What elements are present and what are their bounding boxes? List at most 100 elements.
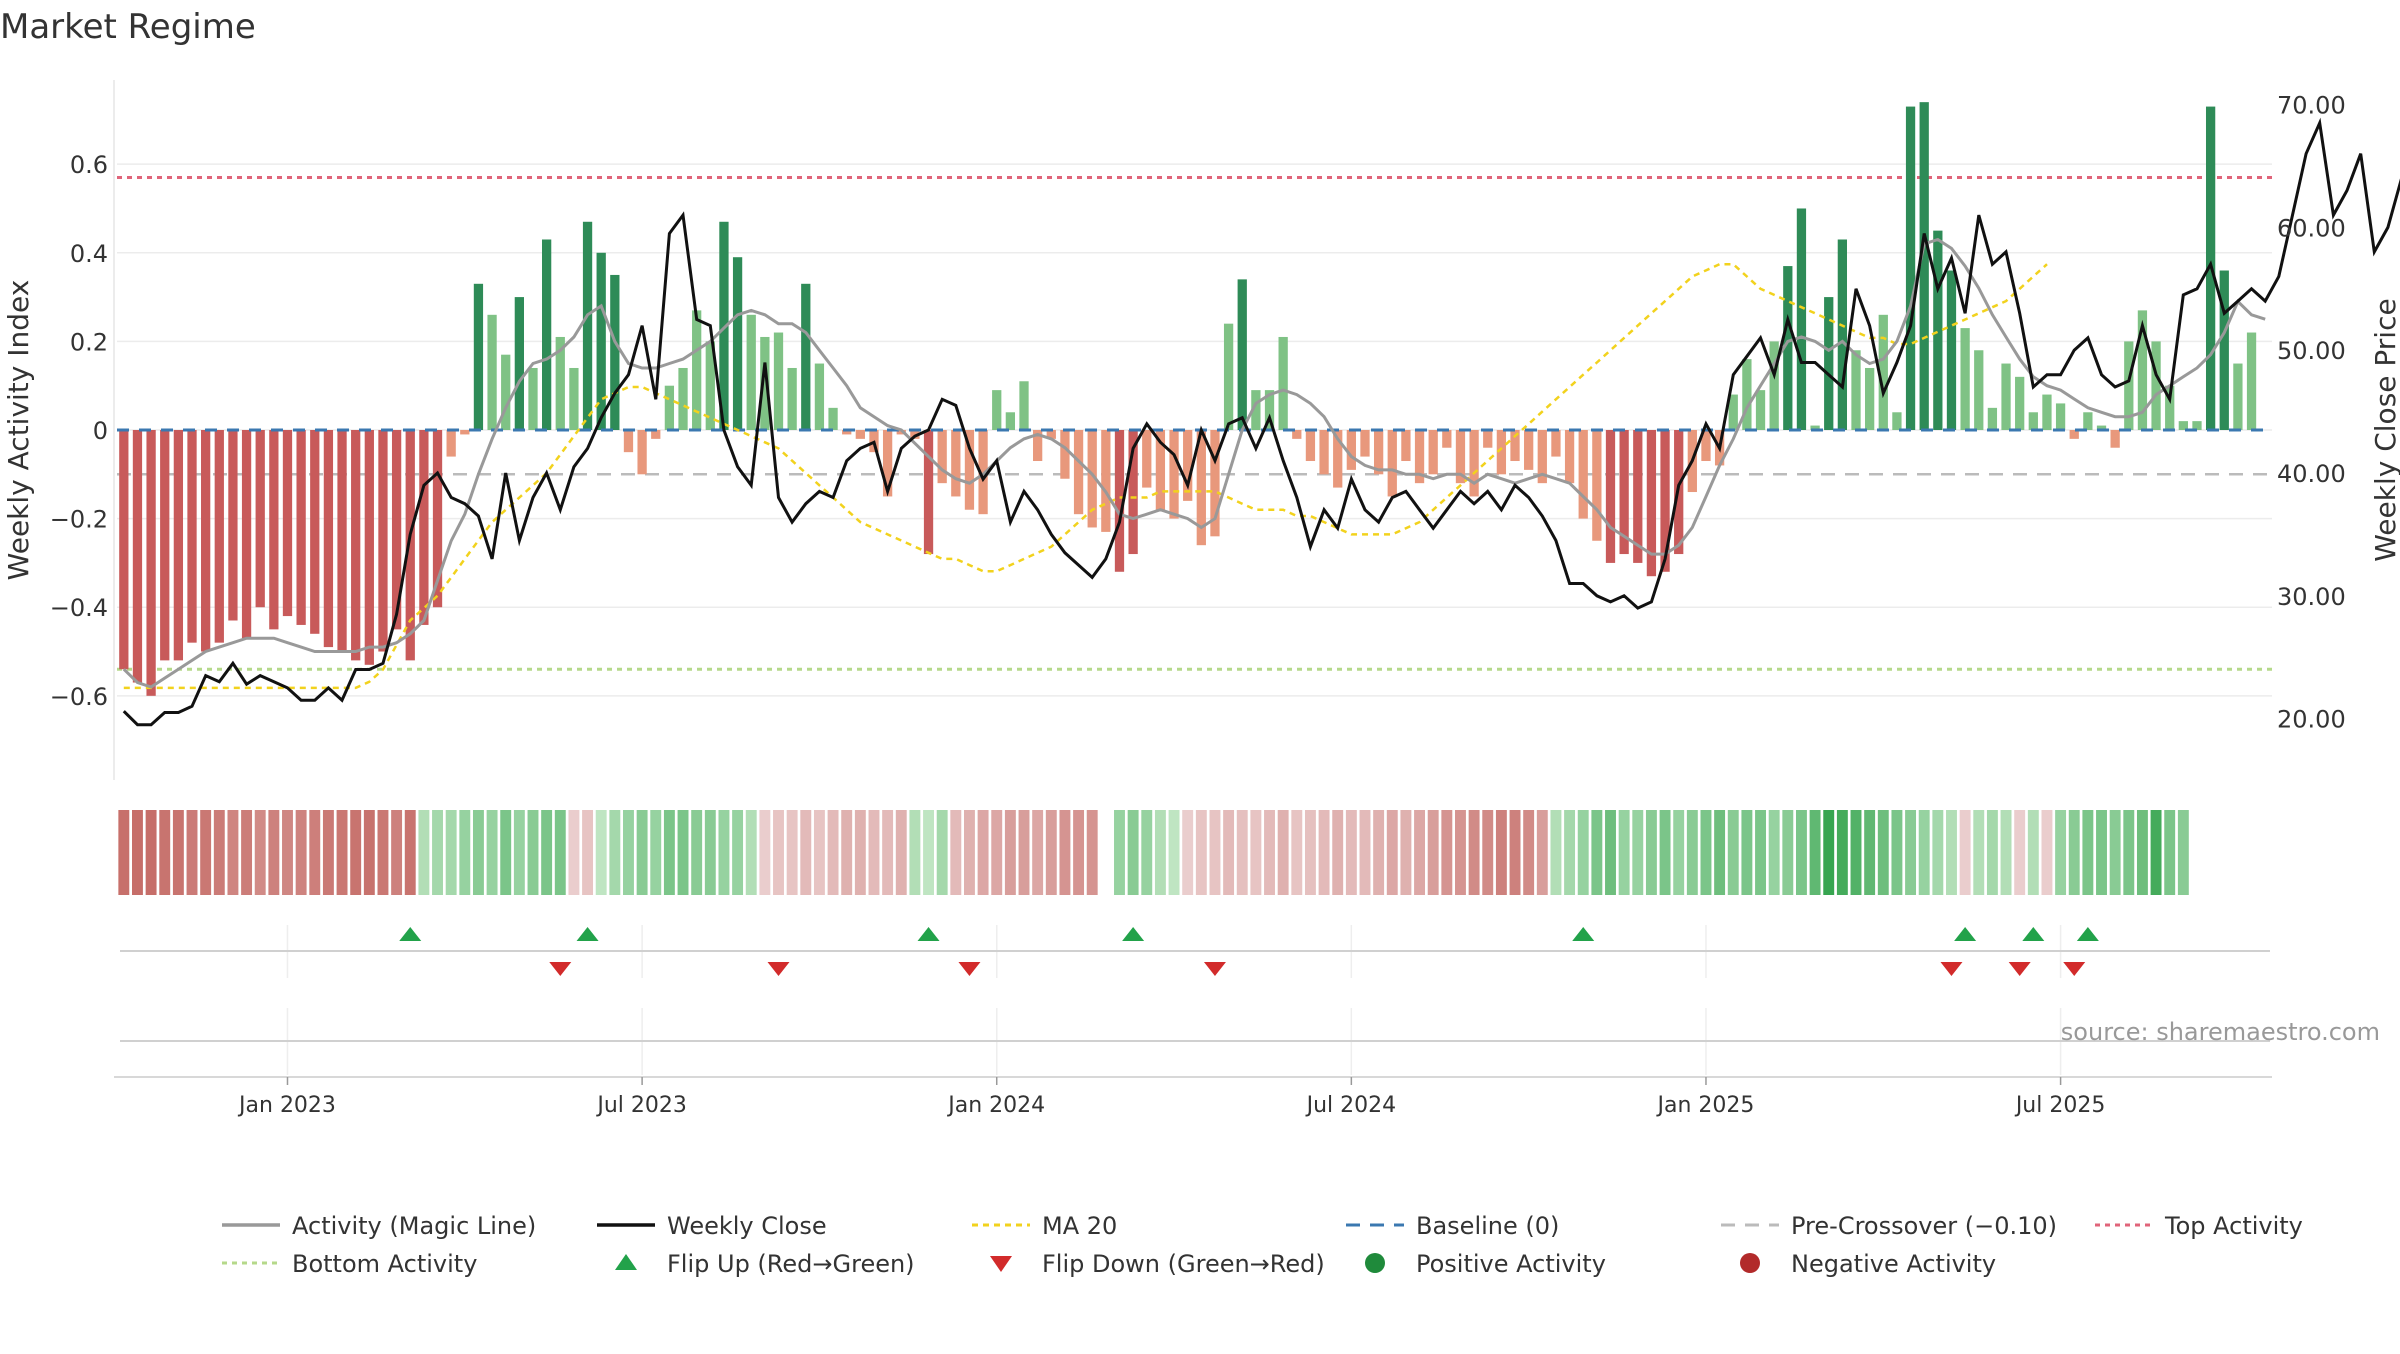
regime-cell — [1018, 810, 1030, 895]
flip-down-marker — [549, 962, 572, 976]
activity-bar — [1701, 430, 1711, 462]
regime-cell — [1809, 810, 1821, 895]
activity-bar — [828, 407, 838, 430]
regime-cell — [1304, 810, 1316, 895]
regime-cell — [254, 810, 266, 895]
regime-cell — [1850, 810, 1862, 895]
right-tick-label: 70.00 — [2277, 92, 2346, 120]
activity-bar — [1060, 430, 1070, 479]
activity-bar — [514, 297, 524, 430]
activity-bar — [2137, 310, 2148, 430]
regime-cell — [432, 810, 443, 895]
activity-bar — [1755, 390, 1766, 430]
activity-bar — [2219, 270, 2229, 430]
regime-cell — [1073, 810, 1085, 895]
activity-bar — [964, 430, 975, 510]
source-note: source: sharemaestro.com — [2061, 1018, 2380, 1046]
activity-bar — [1892, 412, 1902, 430]
x-tick-label: Jan 2025 — [1656, 1093, 1755, 1118]
activity-bar — [2069, 430, 2079, 439]
activity-bar — [1455, 430, 1466, 484]
flip-up-marker — [2076, 927, 2099, 941]
regime-cell — [295, 810, 307, 895]
flip-up-marker — [1572, 927, 1595, 941]
regime-cell — [213, 810, 225, 895]
left-tick-label: 0 — [93, 417, 108, 445]
regime-cell — [1605, 810, 1616, 895]
activity-bar — [501, 354, 511, 430]
right-tick-label: 20.00 — [2277, 706, 2346, 734]
activity-bar — [1046, 430, 1056, 439]
regime-cell — [1427, 810, 1439, 895]
activity-bar — [460, 430, 470, 435]
left-axis: 0.6 0.4 0.2 0 −0.2 −0.4 −0.6 — [50, 151, 108, 711]
activity-bar — [173, 430, 184, 661]
regime-cell — [1741, 810, 1753, 895]
regime-cell — [309, 810, 321, 895]
activity-bar — [541, 239, 552, 430]
regime-cell — [1714, 810, 1726, 895]
regime-cell — [1864, 810, 1876, 895]
regime-cell — [1359, 810, 1371, 895]
regime-cell — [936, 810, 948, 895]
activity-bar — [1851, 350, 1861, 430]
activity-bar — [269, 430, 279, 630]
regime-cell — [200, 810, 212, 895]
activity-bar — [1824, 297, 1834, 430]
weekly-close-line — [122, 117, 2400, 727]
regime-cell — [950, 810, 962, 895]
activity-bar — [842, 430, 852, 435]
activity-bar — [1919, 102, 1929, 430]
activity-bar — [951, 430, 961, 497]
regime-cell — [159, 810, 171, 895]
activity-bar — [255, 430, 265, 608]
regime-cell — [2164, 810, 2176, 895]
activity-bar — [1510, 430, 1520, 462]
regime-cell — [336, 810, 348, 895]
right-axis: 70.00 60.00 50.00 40.00 30.00 20.00 — [2277, 92, 2346, 734]
x-tick-label: Jul 2024 — [1305, 1093, 1397, 1118]
activity-bar — [760, 336, 770, 430]
regime-cell — [1114, 810, 1125, 895]
activity-bar — [1483, 430, 1493, 448]
activity-bar — [719, 221, 729, 430]
activity-bar — [787, 367, 797, 430]
flip-up-marker — [2022, 927, 2045, 941]
regime-cell — [1209, 810, 1221, 895]
activity-bar — [1660, 430, 1670, 572]
activity-bar — [1987, 407, 1998, 430]
regime-cell — [418, 810, 430, 895]
activity-bar — [882, 430, 893, 497]
regime-cell — [2000, 810, 2012, 895]
flip-down-marker — [958, 962, 981, 976]
left-tick-label: −0.2 — [50, 506, 108, 534]
regime-cell — [363, 810, 375, 895]
left-tick-label: 0.2 — [70, 328, 108, 356]
activity-bar — [487, 314, 497, 430]
regime-cell — [2150, 810, 2162, 895]
regime-cell — [2123, 810, 2135, 895]
activity-bar — [801, 283, 811, 430]
regime-cell — [691, 810, 703, 895]
activity-bar — [1196, 430, 1206, 546]
activity-bar — [1333, 430, 1343, 488]
flip-up-marker — [576, 927, 599, 941]
activity-bar — [310, 430, 320, 634]
activity-bar — [910, 430, 920, 439]
activity-bar — [323, 430, 334, 648]
regime-cell — [350, 810, 362, 895]
regime-cell — [1727, 810, 1739, 895]
regime-cell — [2136, 810, 2148, 895]
activity-bar — [1210, 430, 1220, 537]
regime-cell — [854, 810, 866, 895]
activity-bar — [1073, 430, 1084, 515]
regime-cell — [282, 810, 293, 895]
regime-cell — [718, 810, 730, 895]
regime-cell — [1168, 810, 1180, 895]
activity-bar — [1769, 341, 1779, 430]
activity-bar — [664, 385, 675, 430]
chart-title: Market Regime — [0, 7, 256, 47]
activity-bar — [978, 430, 988, 515]
regime-cell — [595, 810, 607, 895]
series-lines — [122, 117, 2400, 727]
